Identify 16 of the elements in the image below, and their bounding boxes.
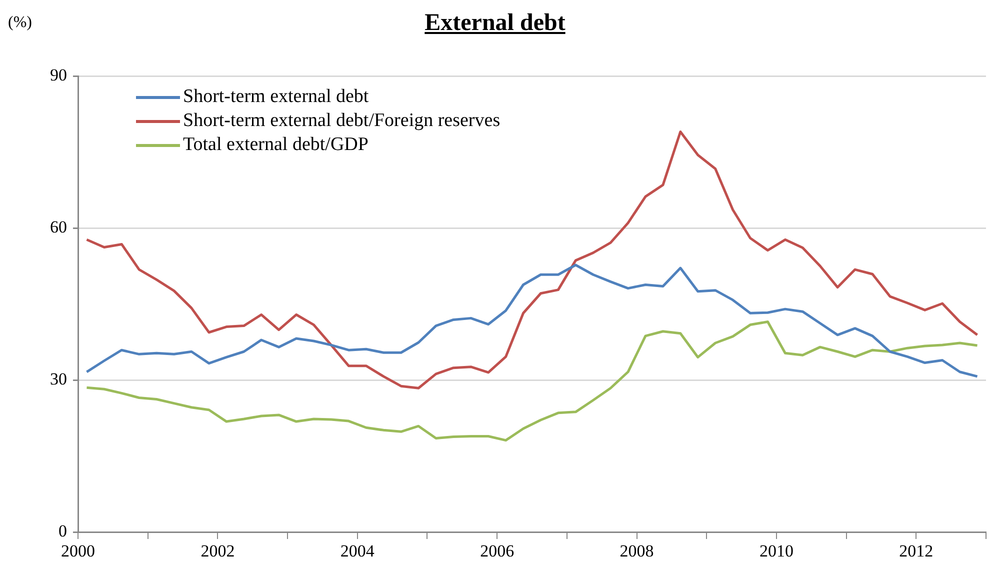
chart-title: External debt [424,10,566,36]
y-tick-label: 60 [50,217,67,236]
x-tick-label: 2006 [480,542,514,561]
y-tick-label: 0 [58,521,67,540]
legend-label: Total external debt/GDP [183,134,368,156]
y-tick-label: 90 [50,65,67,84]
y-tick-label: 30 [50,369,67,388]
x-tick-label: 2000 [61,542,95,561]
x-tick-label: 2012 [899,542,934,561]
legend-label: Short-term external debt/Foreign reserves [183,110,500,132]
x-tick-label: 2010 [759,542,794,561]
x-tick-label: 2004 [340,542,375,561]
y-axis-title: (%) [8,14,32,32]
legend-label: Short-term external debt [183,86,369,108]
x-tick-label: 2008 [620,542,654,561]
x-tick-label: 2002 [200,542,235,561]
